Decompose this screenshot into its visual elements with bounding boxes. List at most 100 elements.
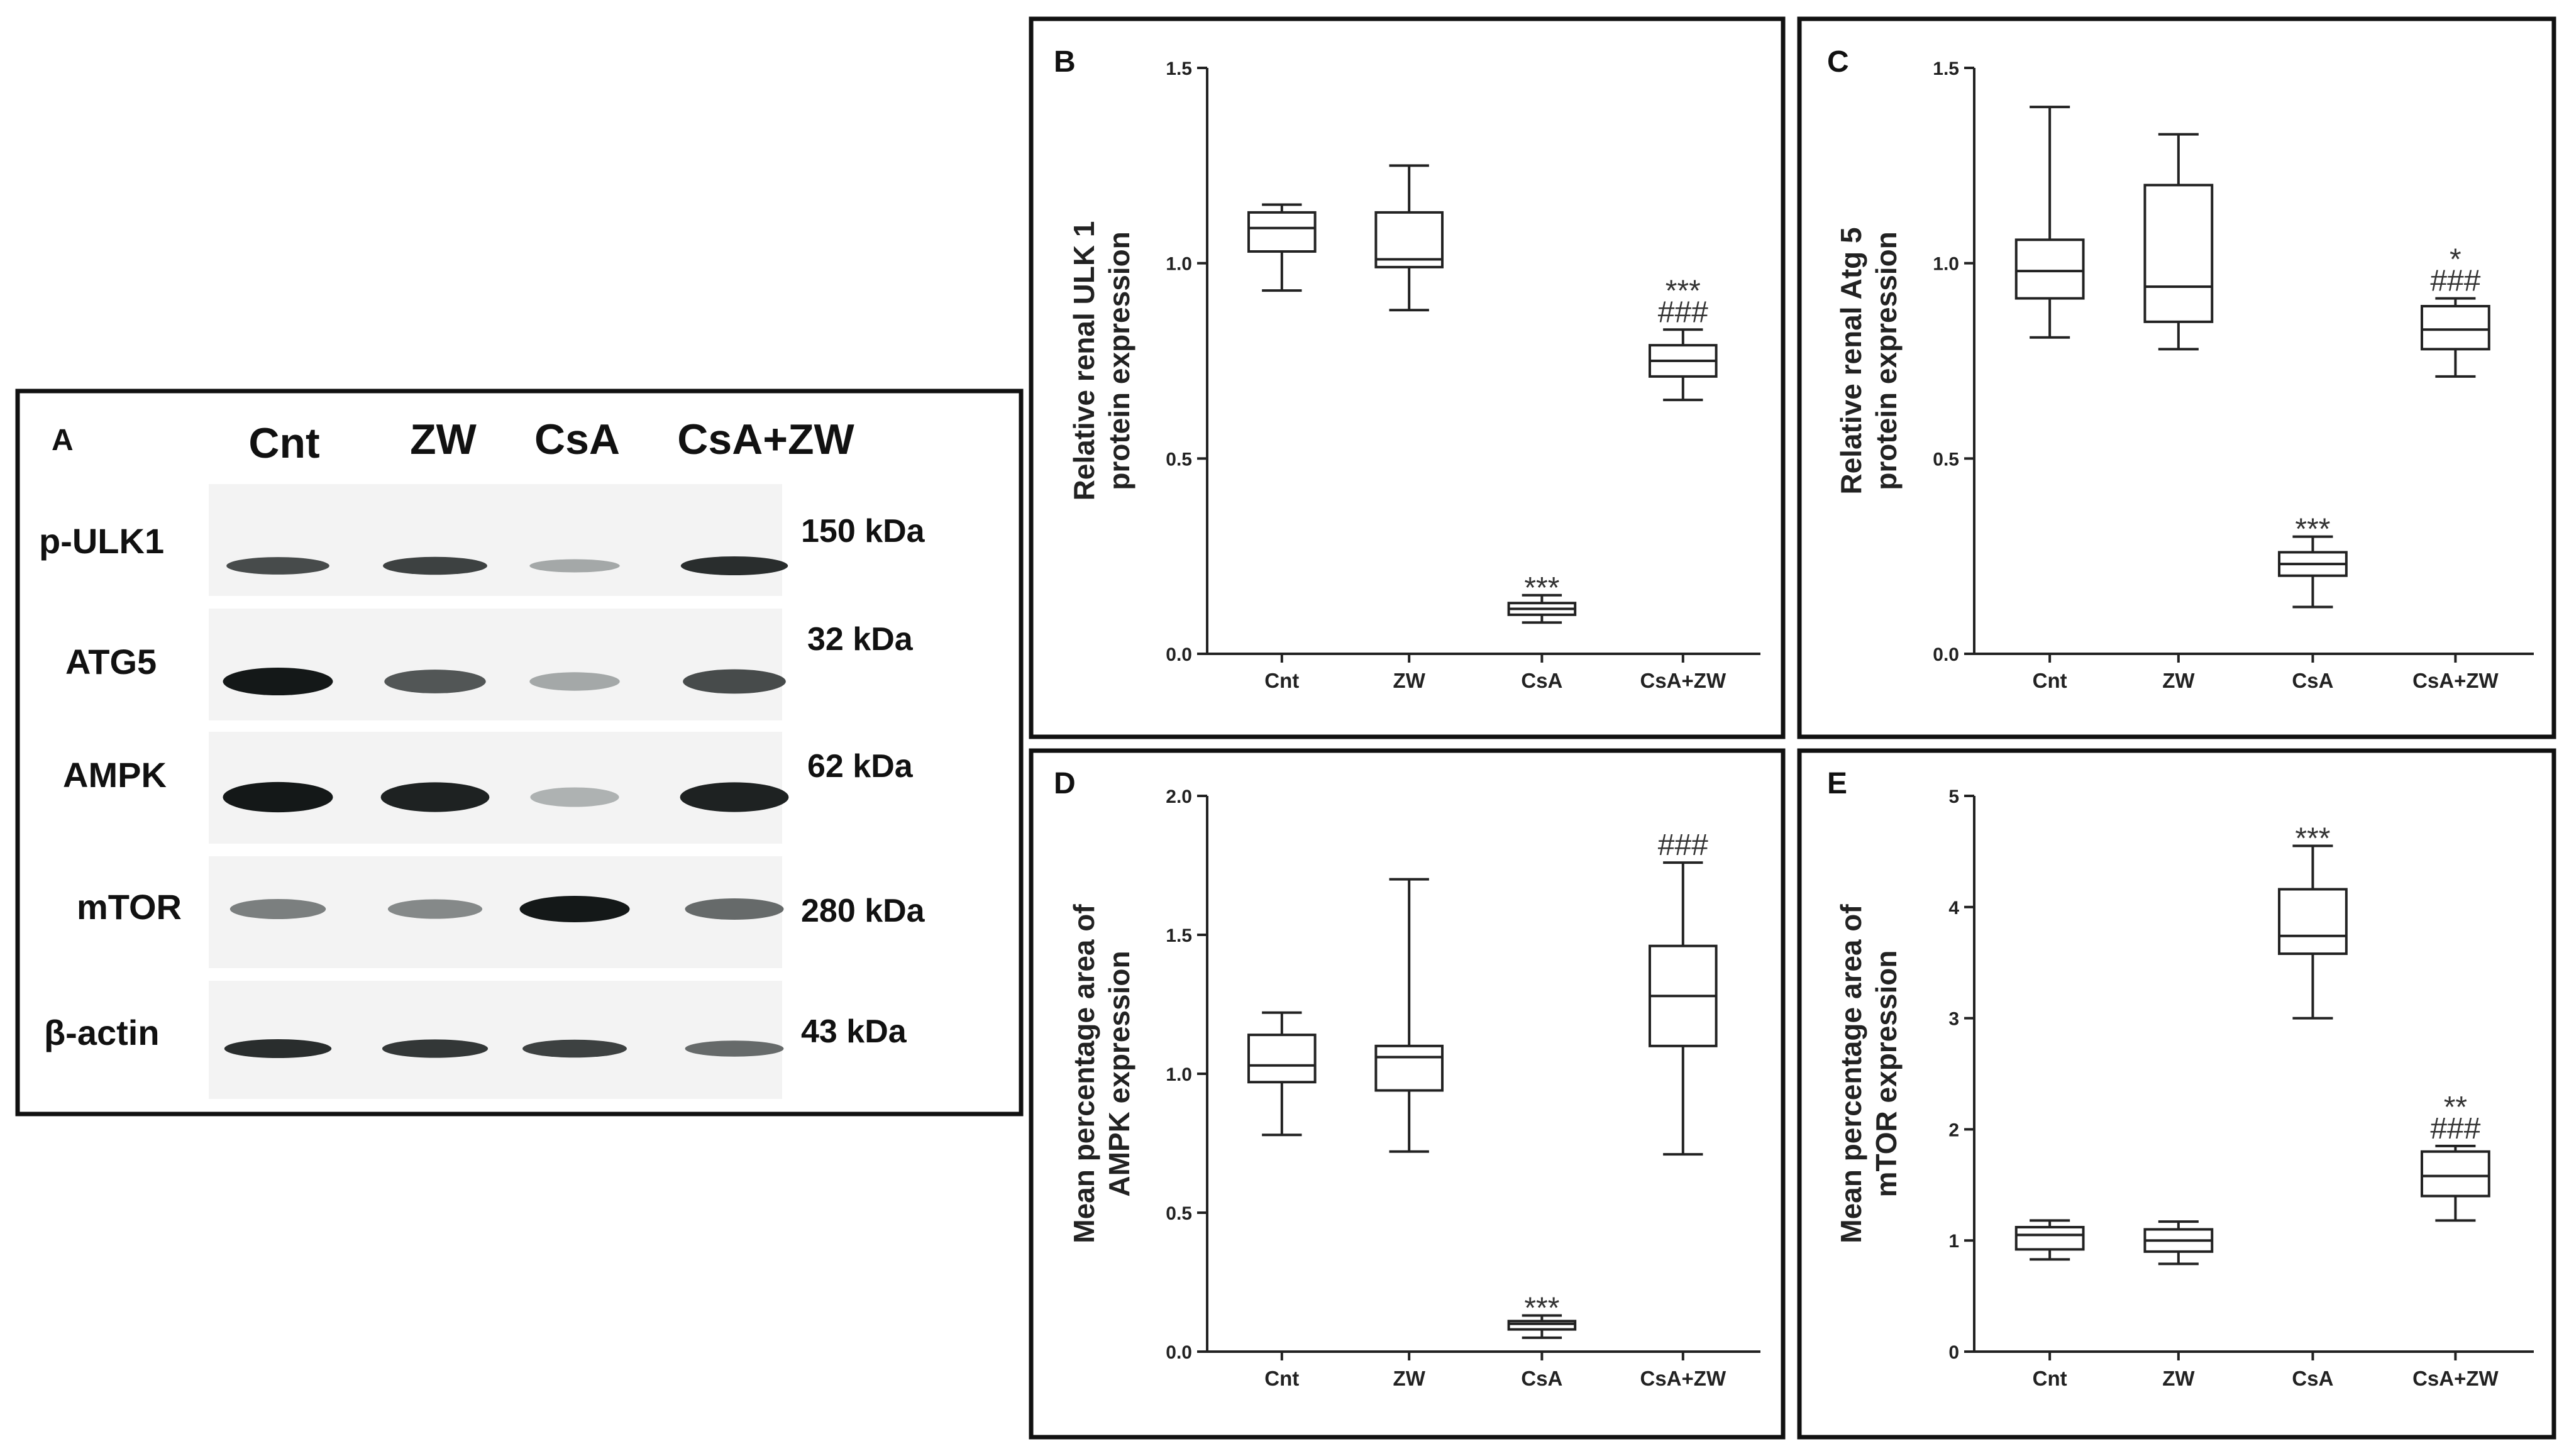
panel-e-y-axis-label: mTOR expression: [1870, 951, 1903, 1198]
panel-d-box-zw-iqr: [1374, 1044, 1444, 1092]
panel-b-y-tick-label: 0.0: [1166, 644, 1192, 665]
band-mtor-csa-zw: [685, 898, 784, 920]
panel-d-box-cnt-iqr: [1247, 1034, 1317, 1084]
band-actin-cnt: [224, 1039, 332, 1058]
panel-c-y-axis-label: protein expression: [1870, 231, 1903, 490]
band-actin-zw: [382, 1039, 489, 1058]
blot-bands: [223, 556, 789, 1058]
band-atg5-csa-zw: [683, 669, 786, 694]
panel-c-significance-csa-zw: ###: [2430, 265, 2480, 298]
panel-d-y-tick-label: 0.5: [1166, 1203, 1192, 1224]
band-p-ulk1-csa: [529, 559, 620, 573]
kda-label-beta-actin: 43 kDa: [801, 1013, 907, 1050]
panel-d-label: D: [1054, 767, 1076, 800]
panel-c-box-cnt-iqr: [2014, 238, 2085, 300]
panel-b-frame: [1029, 16, 1786, 739]
protein-label-p-ulk1: p-ULK1: [39, 521, 164, 561]
panel-e-y-tick-label: 2: [1948, 1120, 1959, 1140]
lane-label-zw: ZW: [410, 416, 477, 463]
kda-label-atg5: 32 kDa: [807, 621, 914, 658]
panel-b-y-axis-label: Relative renal ULK 1: [1068, 221, 1100, 501]
band-atg5-zw: [384, 670, 486, 693]
panel-b-x-tick-label-csa: CsA: [1521, 669, 1562, 692]
panel-e-significance-csa-zw: ###: [2430, 1112, 2480, 1145]
panel-b-significance-csa: ***: [1524, 571, 1559, 605]
panel-a-frame: [15, 389, 1024, 1117]
panel-e-significance-csa: ***: [2295, 822, 2330, 856]
panel-e-x-tick-label-zw: ZW: [2162, 1367, 2195, 1390]
panel-e-y-tick-label: 1: [1948, 1231, 1959, 1252]
panel-e-x-tick-label-cnt: Cnt: [2033, 1367, 2067, 1390]
band-actin-csa-zw: [685, 1040, 784, 1057]
blot-strip-atg5: [209, 609, 782, 720]
panel-b-x-tick-label-zw: ZW: [1393, 669, 1426, 692]
band-ampk-zw: [380, 782, 490, 812]
panel-e-y-tick-label: 3: [1948, 1009, 1959, 1030]
chart-panel-b: B 0.0 0.5 1.0 1.5 Relative renal ULK 1 protei…: [1054, 45, 1760, 692]
panel-d-x-tick-label-csa-zw: CsA+ZW: [1640, 1367, 1726, 1390]
panel-c-y-tick-label: 0.0: [1933, 644, 1959, 665]
panel-c-y-axis-label: Relative renal Atg 5: [1835, 227, 1867, 494]
panel-c-x-tick-label-csa: CsA: [2292, 669, 2333, 692]
panel-d-x-tick-label-zw: ZW: [1393, 1367, 1426, 1390]
panel-e-significance-csa-zw: **: [2444, 1091, 2467, 1124]
chart-panel-e: E 0 1 2 3 4 5 Mean percentage area of mTOR expr…: [1827, 767, 2534, 1390]
panel-e-box-cnt-iqr: [2014, 1225, 2085, 1251]
kda-label-mtor: 280 kDa: [801, 893, 925, 929]
band-mtor-csa: [519, 896, 630, 922]
panel-e-frame: [1797, 748, 2556, 1440]
panel-b-x-tick-label-cnt: Cnt: [1264, 669, 1299, 692]
protein-label-beta-actin: β-actin: [44, 1013, 160, 1052]
panel-b-significance-csa-zw: ###: [1658, 295, 1708, 329]
band-ampk-csa: [530, 787, 619, 807]
panel-e-box-csa-zw-iqr: [2421, 1150, 2490, 1198]
band-ampk-csa-zw: [680, 782, 789, 812]
band-actin-csa: [522, 1039, 627, 1058]
panel-d-y-tick-label: 1.0: [1166, 1064, 1192, 1085]
band-p-ulk1-cnt: [226, 557, 329, 575]
panel-b-y-axis-label: protein expression: [1103, 231, 1135, 490]
panel-c-frame: [1797, 16, 2556, 739]
panel-b-box-cnt-iqr: [1247, 211, 1317, 253]
panel-c-y-tick-label: 1.0: [1933, 254, 1959, 275]
panel-c-x-tick-label-zw: ZW: [2162, 669, 2195, 692]
panel-a-label: A: [52, 424, 74, 457]
panel-d-significance-csa-zw: ###: [1658, 829, 1708, 862]
panel-c-y-tick-label: 1.5: [1933, 58, 1959, 79]
panel-e-label: E: [1827, 767, 1847, 800]
panel-c-significance-csa: ***: [2295, 513, 2330, 546]
panel-b-x-tick-label-csa-zw: CsA+ZW: [1640, 669, 1726, 692]
panel-b-significance-csa-zw: ***: [1666, 274, 1701, 307]
panel-c-box-zw-iqr: [2143, 184, 2214, 323]
kda-label-ampk: 62 kDa: [807, 748, 914, 785]
lane-label-csa-zw: CsA+ZW: [677, 416, 854, 463]
panel-c-significance-csa-zw: *: [2450, 243, 2461, 277]
panel-a: A Cnt ZW CsA CsA+ZW p-ULK1 ATG5 AMPK mTO…: [15, 389, 1024, 1117]
panel-b-y-tick-label: 0.5: [1166, 449, 1192, 470]
panel-d-y-axis-label: Mean percentage area of: [1068, 904, 1100, 1244]
panel-d-y-tick-label: 2.0: [1166, 786, 1192, 807]
panel-d-frame: [1029, 748, 1786, 1440]
blot-strip-beta-actin: [209, 981, 782, 1099]
panel-d-significance-csa: ***: [1524, 1292, 1559, 1325]
panel-e-y-tick-label: 4: [1948, 898, 1959, 918]
panel-e-x-tick-label-csa: CsA: [2292, 1367, 2333, 1390]
panel-d-x-tick-label-csa: CsA: [1521, 1367, 1562, 1390]
panel-b-y-tick-label: 1.5: [1166, 58, 1192, 79]
protein-label-atg5: ATG5: [65, 642, 157, 681]
panel-b-box-zw-iqr: [1374, 211, 1444, 268]
band-p-ulk1-zw: [383, 556, 487, 575]
panel-e-y-tick-label: 0: [1948, 1342, 1959, 1363]
kda-label-p-ulk1: 150 kDa: [801, 513, 925, 549]
protein-label-mtor: mTOR: [77, 887, 182, 927]
band-p-ulk1-csa-zw: [680, 556, 788, 575]
panel-c-x-tick-label-csa-zw: CsA+ZW: [2412, 669, 2499, 692]
panel-c-label: C: [1827, 45, 1849, 79]
band-atg5-cnt: [223, 667, 333, 696]
panel-d-x-tick-label-cnt: Cnt: [1264, 1367, 1299, 1390]
panel-c-x-tick-label-cnt: Cnt: [2033, 669, 2067, 692]
panel-b-label: B: [1054, 45, 1076, 79]
lane-label-csa: CsA: [534, 416, 620, 463]
panel-d-y-tick-label: 0.0: [1166, 1342, 1192, 1363]
panel-e-y-tick-label: 5: [1948, 786, 1959, 807]
